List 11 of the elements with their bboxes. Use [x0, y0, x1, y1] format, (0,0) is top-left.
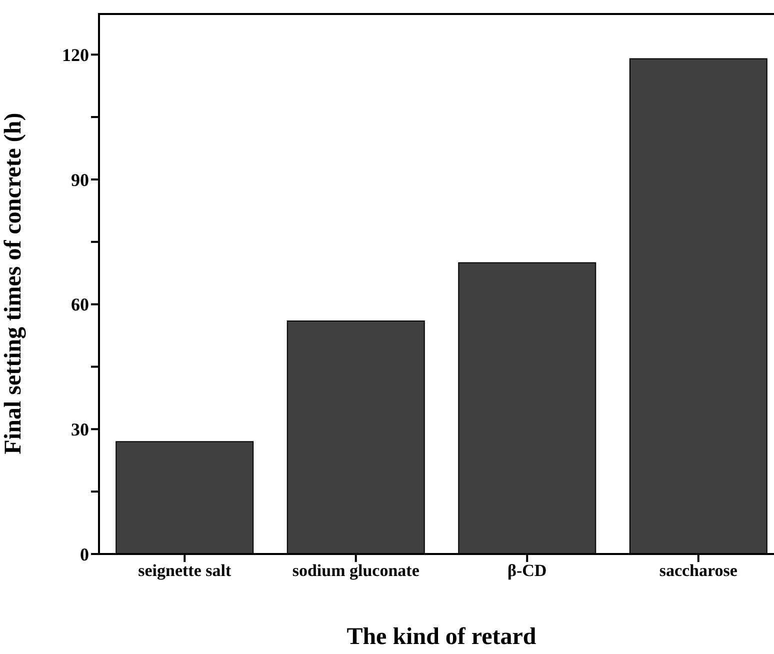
- y-tick-label: 90: [71, 170, 89, 190]
- y-tick-label: 120: [62, 45, 89, 66]
- y-tick-label: 30: [71, 420, 89, 440]
- x-tick-label: seignette salt: [138, 561, 232, 580]
- y-tick-label: 0: [80, 544, 89, 564]
- x-tick-label: sodium gluconate: [292, 561, 420, 580]
- y-axis-title: Final setting times of concrete (h): [0, 112, 27, 454]
- x-tick-label: saccharose: [659, 561, 738, 580]
- y-tick-label: 60: [71, 294, 89, 315]
- x-axis-title: The kind of retard: [346, 624, 537, 650]
- x-tick-label: β-CD: [508, 561, 547, 580]
